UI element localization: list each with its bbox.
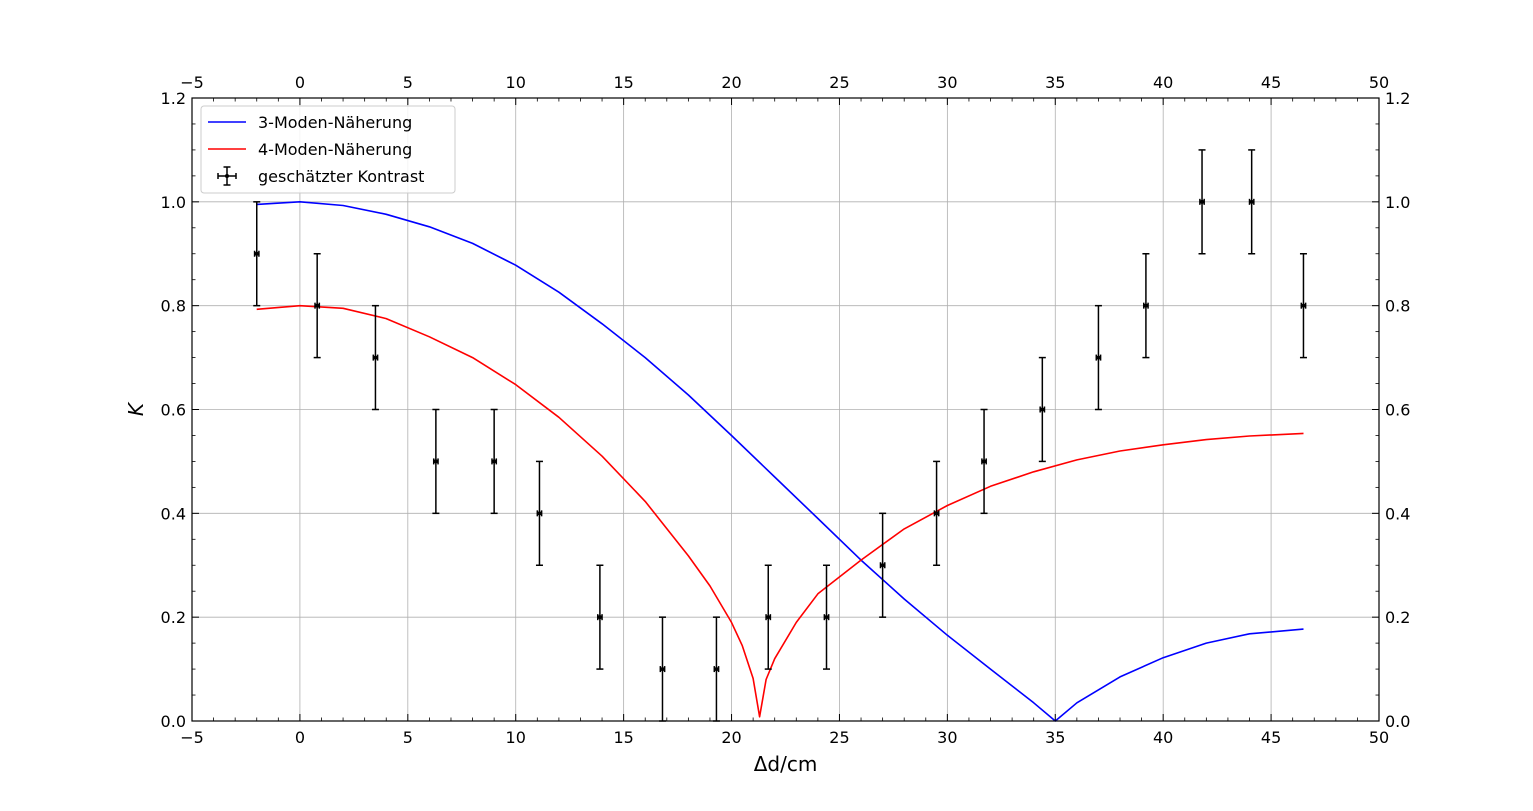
data-point [1094,304,1102,411]
data-point [432,408,440,515]
ticks: −5 −5 0 0 5 5 10 10 15 15 20 20 25 25 30 30 35 35 40 40 45 45… [161,73,1411,747]
data-point [490,408,498,515]
series-line-0 [256,201,1304,722]
x-tick-label: 30 [937,728,957,747]
x-tick-label: 15 [613,728,633,747]
marker [1249,199,1254,204]
marker [1096,355,1101,360]
y-tick-label-right: 0.0 [1385,712,1410,731]
legend-label: geschätzter Kontrast [258,167,424,186]
legend-label: 4-Moden-Näherung [258,140,412,159]
data-point [764,564,772,670]
x-tick-label-top: 40 [1153,73,1173,92]
data-point [1142,253,1150,359]
marker [982,459,987,464]
y-tick-label: 1.0 [161,193,186,212]
x-tick-label-top: 35 [1045,73,1065,92]
y-axis-label: K [124,401,148,416]
marker [766,615,771,620]
x-tick-label: 10 [506,728,526,747]
x-tick-label: 35 [1045,728,1065,747]
y-tick-label-right: 0.8 [1385,297,1410,316]
x-tick-label-top: 0 [295,73,305,92]
data-point [1198,149,1206,255]
marker [254,251,259,256]
data-point [712,616,720,722]
marker [373,355,378,360]
marker [433,459,438,464]
data-point [933,460,941,566]
y-tick-label: 0.4 [161,504,186,523]
legend-swatch-marker [225,174,229,178]
data-point [1248,149,1256,255]
marker [537,511,542,516]
data-point [371,304,379,411]
legend: 3-Moden-Näherung 4-Moden-Näherung geschätz… [200,105,456,194]
y-tick-label-right: 0.2 [1385,608,1410,627]
marker [1200,199,1205,204]
marker [315,303,320,308]
x-tick-label: 25 [829,728,849,747]
marker [597,615,602,620]
y-tick-label: 0.8 [161,297,186,316]
x-tick-label: 0 [295,728,305,747]
legend-box [200,105,456,194]
x-tick-label: 50 [1369,728,1389,747]
data-point [1299,253,1307,359]
data-point [658,616,666,722]
plot-area [253,149,1307,722]
y-tick-label-right: 1.0 [1385,193,1410,212]
data-point [535,460,543,566]
x-tick-label-top: 25 [829,73,849,92]
data-point [823,564,831,670]
x-tick-label: 45 [1261,728,1281,747]
x-tick-label-top: 5 [403,73,413,92]
grid [192,98,1379,721]
y-tick-label-right: 1.2 [1385,89,1410,108]
x-tick-label-top: 45 [1261,73,1281,92]
legend-entry: 3-Moden-Näherung [208,113,412,132]
marker [492,459,497,464]
y-tick-label-right: 0.4 [1385,504,1410,523]
marker [714,667,719,672]
x-tick-label-top: −5 [180,73,204,92]
x-tick-label-top: 50 [1369,73,1389,92]
legend-entry: geschätzter Kontrast [217,166,424,186]
marker [1143,303,1148,308]
data-point [879,512,887,618]
legend-entry: 4-Moden-Näherung [208,140,412,159]
data-point [980,408,988,515]
y-tick-label: 0.2 [161,608,186,627]
legend-label: 3-Moden-Näherung [258,113,412,132]
marker [1301,303,1306,308]
marker [934,511,939,516]
marker [660,667,665,672]
x-tick-label: 40 [1153,728,1173,747]
marker [1040,407,1045,412]
y-tick-label: 0.0 [161,712,186,731]
x-tick-label-top: 20 [721,73,741,92]
y-tick-label: 0.6 [161,401,186,420]
data-point [1038,356,1046,463]
data-point [313,253,321,359]
x-tick-label: 20 [721,728,741,747]
y-tick-label-right: 0.6 [1385,401,1410,420]
x-tick-label: 5 [403,728,413,747]
x-tick-label-top: 10 [506,73,526,92]
x-tick-label: −5 [180,728,204,747]
marker [824,615,829,620]
data-point [253,201,261,307]
x-tick-label-top: 15 [613,73,633,92]
x-tick-label-top: 30 [937,73,957,92]
marker [880,563,885,568]
y-tick-label: 1.2 [161,89,186,108]
data-point [596,564,604,670]
x-axis-label: Δd/cm [754,752,818,776]
series-line-1 [256,304,1304,718]
